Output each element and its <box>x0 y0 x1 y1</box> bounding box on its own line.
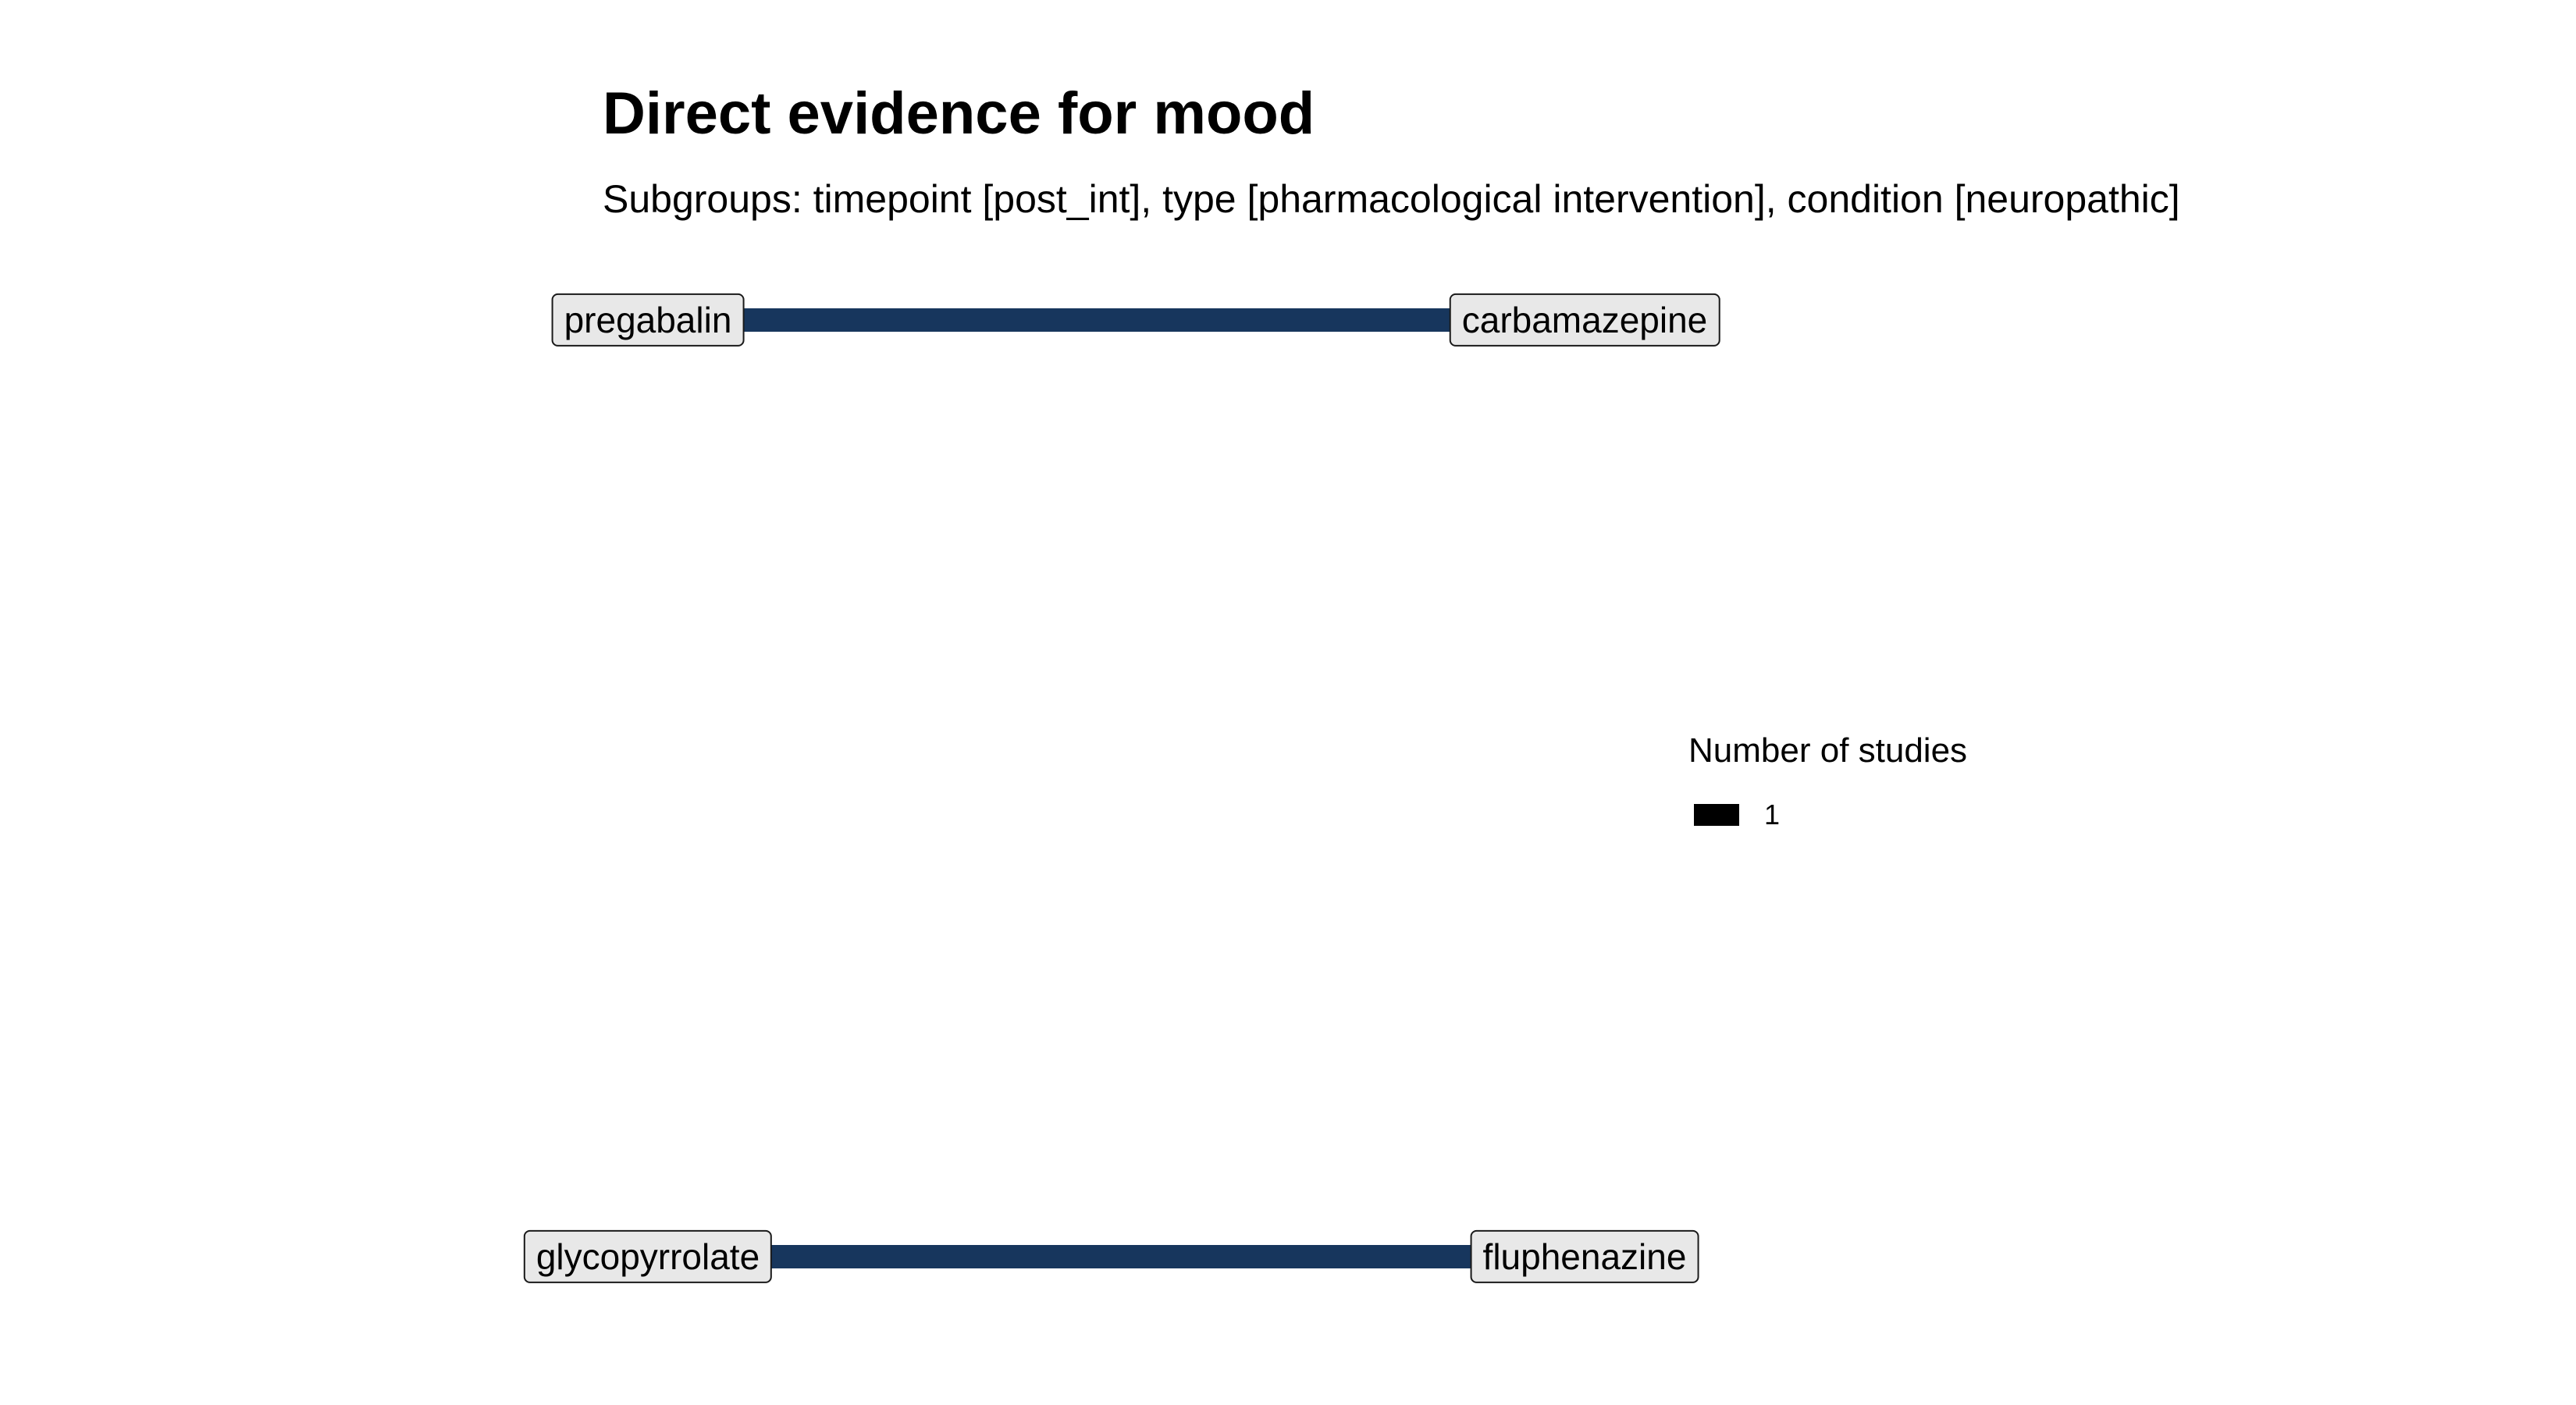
chart-title: Direct evidence for mood <box>603 80 1315 147</box>
legend-title: Number of studies <box>1688 731 1968 770</box>
node-fluphenazine: fluphenazine <box>1470 1229 1699 1284</box>
legend-key <box>1694 804 1739 826</box>
legend-label: 1 <box>1764 799 1781 831</box>
chart-subtitle: Subgroups: timepoint [post_int], type [p… <box>603 177 2180 221</box>
node-glycopyrrolate: glycopyrrolate <box>523 1229 773 1284</box>
node-carbamazepine: carbamazepine <box>1449 293 1720 347</box>
node-pregabalin: pregabalin <box>551 293 745 347</box>
